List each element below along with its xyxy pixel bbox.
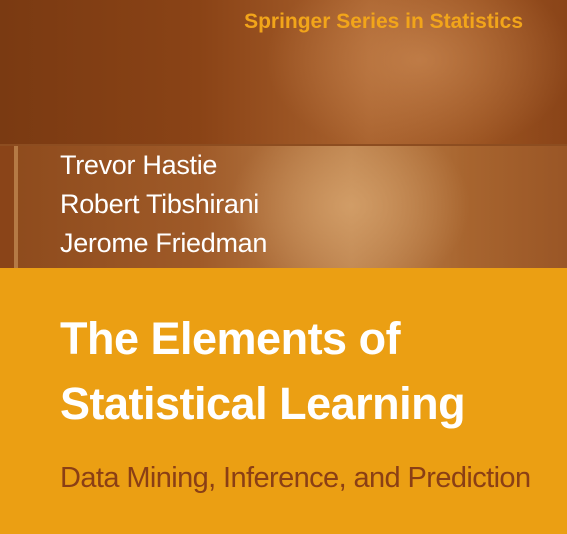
author-name: Robert Tibshirani (60, 189, 259, 219)
left-strip (0, 146, 14, 268)
left-strip-line (14, 146, 18, 268)
book-subtitle: Data Mining, Inference, and Prediction (60, 462, 531, 494)
author-name: Trevor Hastie (60, 150, 218, 180)
author-name: Jerome Friedman (60, 228, 268, 258)
series-title: Springer Series in Statistics (244, 10, 523, 33)
author-band (0, 146, 567, 268)
book-title: The Elements of Statistical Learning (60, 306, 466, 436)
title-area (0, 268, 567, 534)
separator-line (0, 144, 567, 146)
book-title-line-2: Statistical Learning (60, 378, 466, 429)
top-band (0, 0, 567, 144)
author-list: Trevor Hastie Robert Tibshirani Jerome F… (60, 146, 267, 263)
book-title-line-1: The Elements of (60, 313, 401, 364)
